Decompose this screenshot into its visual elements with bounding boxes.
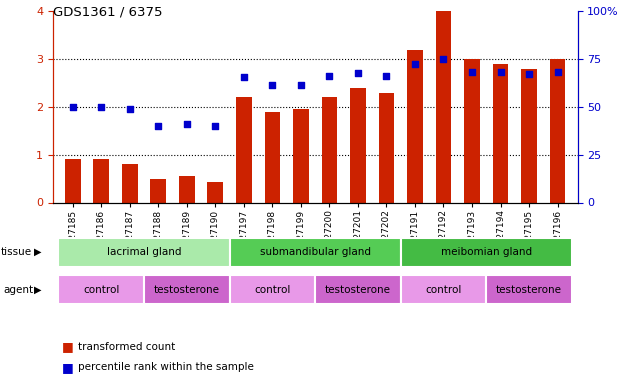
Bar (230, 237, 401, 267)
Bar (265, 112, 280, 202)
Point (68, 104, 78, 110)
Bar (58, 237, 230, 267)
Text: submandibular gland: submandibular gland (260, 247, 371, 257)
Bar (492, 64, 509, 202)
Text: testosterone: testosterone (496, 285, 562, 295)
Bar (230, 275, 315, 304)
Text: control: control (425, 285, 461, 295)
Bar (93, 159, 109, 202)
Bar (322, 98, 337, 202)
Point (153, 123, 163, 129)
Point (239, 74, 249, 80)
Text: meibomian gland: meibomian gland (441, 247, 532, 257)
Point (296, 82, 306, 88)
Text: testosterone: testosterone (325, 285, 391, 295)
Bar (350, 88, 366, 202)
Bar (236, 98, 252, 202)
Text: testosterone: testosterone (154, 285, 220, 295)
Text: GDS1361 / 6375: GDS1361 / 6375 (53, 6, 162, 19)
Bar (401, 275, 486, 304)
Text: agent: agent (3, 285, 34, 295)
Point (381, 73, 391, 79)
Bar (207, 182, 223, 203)
Text: ■: ■ (62, 361, 74, 374)
Point (324, 73, 334, 79)
Bar (122, 164, 138, 202)
Text: control: control (254, 285, 291, 295)
Bar (179, 176, 194, 203)
Point (524, 71, 534, 77)
Point (211, 123, 220, 129)
Point (553, 69, 563, 75)
Bar (407, 50, 423, 202)
Text: percentile rank within the sample: percentile rank within the sample (78, 363, 253, 372)
Text: lacrimal gland: lacrimal gland (107, 247, 181, 257)
Bar (315, 275, 401, 304)
Bar (550, 59, 565, 202)
Point (125, 106, 135, 112)
Text: control: control (83, 285, 119, 295)
Text: transformed count: transformed count (78, 342, 175, 352)
Bar (65, 159, 81, 202)
Text: ▶: ▶ (34, 285, 42, 295)
Point (410, 61, 420, 67)
Bar (379, 93, 394, 202)
Bar (464, 59, 480, 202)
Point (467, 69, 477, 75)
Bar (150, 178, 166, 203)
Point (182, 121, 192, 127)
Point (268, 82, 278, 88)
Text: ■: ■ (62, 340, 74, 353)
Point (438, 56, 448, 62)
Point (96, 104, 106, 110)
Text: tissue: tissue (1, 247, 32, 257)
Text: ▶: ▶ (34, 247, 42, 257)
Bar (58, 275, 144, 304)
Bar (293, 109, 309, 202)
Bar (486, 275, 572, 304)
Point (353, 70, 363, 76)
Bar (401, 237, 572, 267)
Bar (144, 275, 230, 304)
Bar (436, 11, 451, 202)
Point (496, 69, 505, 75)
Bar (521, 69, 537, 203)
